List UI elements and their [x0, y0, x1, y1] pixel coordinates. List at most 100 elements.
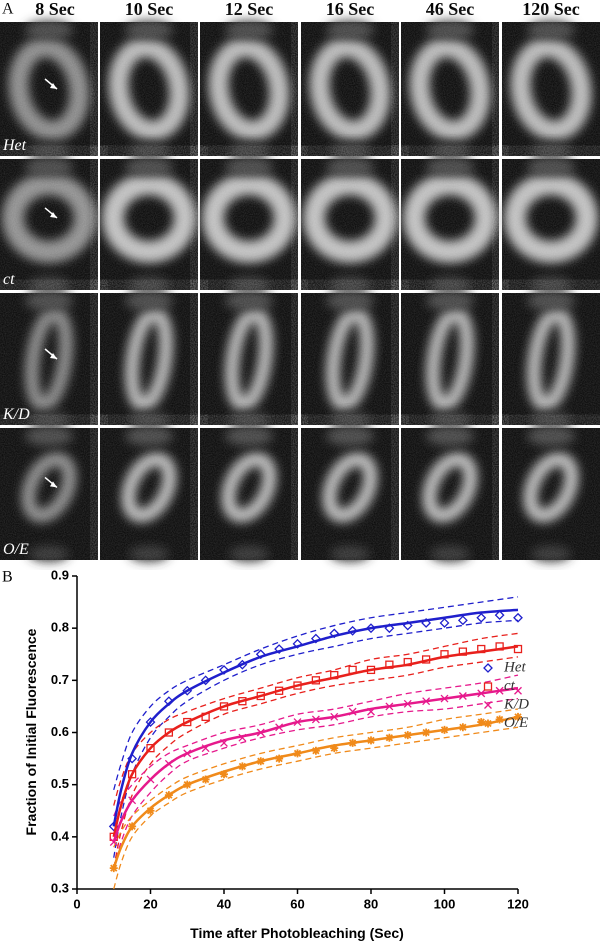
arrow-head [50, 353, 57, 359]
point [457, 615, 468, 626]
row-label: ct [3, 271, 15, 288]
column-header: 10 Sec [125, 0, 174, 19]
point [255, 649, 266, 660]
noise [100, 22, 198, 156]
legend-marker [484, 701, 492, 709]
noise [401, 293, 499, 425]
point [330, 744, 339, 753]
noise [401, 159, 499, 290]
point [477, 718, 486, 727]
noise [200, 428, 298, 560]
legend-marker [483, 663, 493, 673]
fit-line [112, 686, 519, 843]
noise [301, 428, 399, 560]
point [275, 754, 284, 763]
noise [301, 159, 399, 290]
y-tick-label: 0.6 [51, 724, 69, 739]
confidence-band [113, 619, 519, 858]
confidence-band [113, 674, 519, 817]
column-header: 12 Sec [225, 0, 274, 19]
micrograph [0, 157, 98, 292]
noise [100, 293, 198, 425]
point [292, 638, 303, 649]
x-tick-label: 80 [364, 896, 378, 911]
micrograph [200, 291, 298, 427]
column-header: 46 Sec [426, 0, 475, 19]
micrograph [200, 20, 298, 158]
noise [100, 159, 198, 290]
legend-marker [483, 682, 493, 691]
x-tick-label: 0 [73, 896, 80, 911]
fit-line [112, 608, 519, 827]
micrograph [401, 291, 499, 427]
point [495, 715, 504, 724]
micrograph [301, 20, 399, 158]
point [219, 664, 229, 675]
confidence-band [113, 726, 519, 890]
y-tick-label: 0.4 [51, 828, 70, 843]
point [439, 618, 450, 628]
arrow-head [50, 211, 57, 218]
y-tick-label: 0.5 [51, 776, 69, 791]
micrograph [502, 157, 600, 292]
micrograph [100, 291, 198, 427]
micrograph [401, 157, 499, 292]
legend-marker [484, 719, 492, 728]
micrograph [401, 20, 499, 158]
point [274, 644, 285, 654]
micrograph [100, 426, 198, 562]
micrograph [401, 426, 499, 562]
noise [0, 293, 98, 425]
noise [502, 428, 600, 560]
point [146, 744, 155, 753]
noise [401, 428, 499, 560]
y-tick-label: 0.8 [51, 620, 69, 635]
noise [401, 22, 499, 156]
micrograph [502, 20, 600, 158]
legend-label: O/E [504, 715, 528, 731]
y-tick-label: 0.3 [51, 880, 69, 895]
point [164, 728, 174, 737]
confidence-band [113, 708, 519, 848]
arrow-head [50, 83, 57, 89]
legend-label: K/D [503, 696, 529, 712]
legend-label: ct [504, 678, 516, 694]
noise [502, 159, 600, 290]
row-label: O/E [3, 541, 29, 558]
row-label: Het [2, 137, 27, 154]
noise [502, 293, 600, 425]
x-tick-label: 20 [143, 896, 157, 911]
micrograph [0, 291, 98, 427]
point [183, 717, 192, 727]
point [220, 770, 228, 779]
point [329, 628, 340, 639]
x-tick-label: 40 [217, 896, 231, 911]
noise [100, 428, 198, 560]
fit-line [112, 715, 519, 869]
confidence-band [113, 656, 519, 869]
noise [0, 159, 98, 290]
micrograph [301, 157, 399, 292]
noise [301, 293, 399, 425]
column-header: 120 Sec [522, 0, 580, 19]
noise [0, 22, 98, 156]
legend-label: Het [503, 659, 526, 675]
column-header: 16 Sec [326, 0, 375, 19]
fit-line [112, 645, 519, 838]
micrograph [502, 426, 600, 562]
point [310, 633, 321, 644]
point [311, 746, 320, 755]
noise [0, 428, 98, 560]
micrograph [100, 157, 198, 292]
x-tick-label: 60 [290, 896, 304, 911]
noise [200, 293, 298, 425]
point [513, 644, 523, 654]
panel-label: A [2, 1, 14, 18]
point [347, 625, 358, 636]
micrograph [0, 20, 98, 158]
x-tick-label: 100 [434, 896, 456, 911]
y-tick-label: 0.7 [51, 672, 69, 687]
noise [502, 22, 600, 156]
